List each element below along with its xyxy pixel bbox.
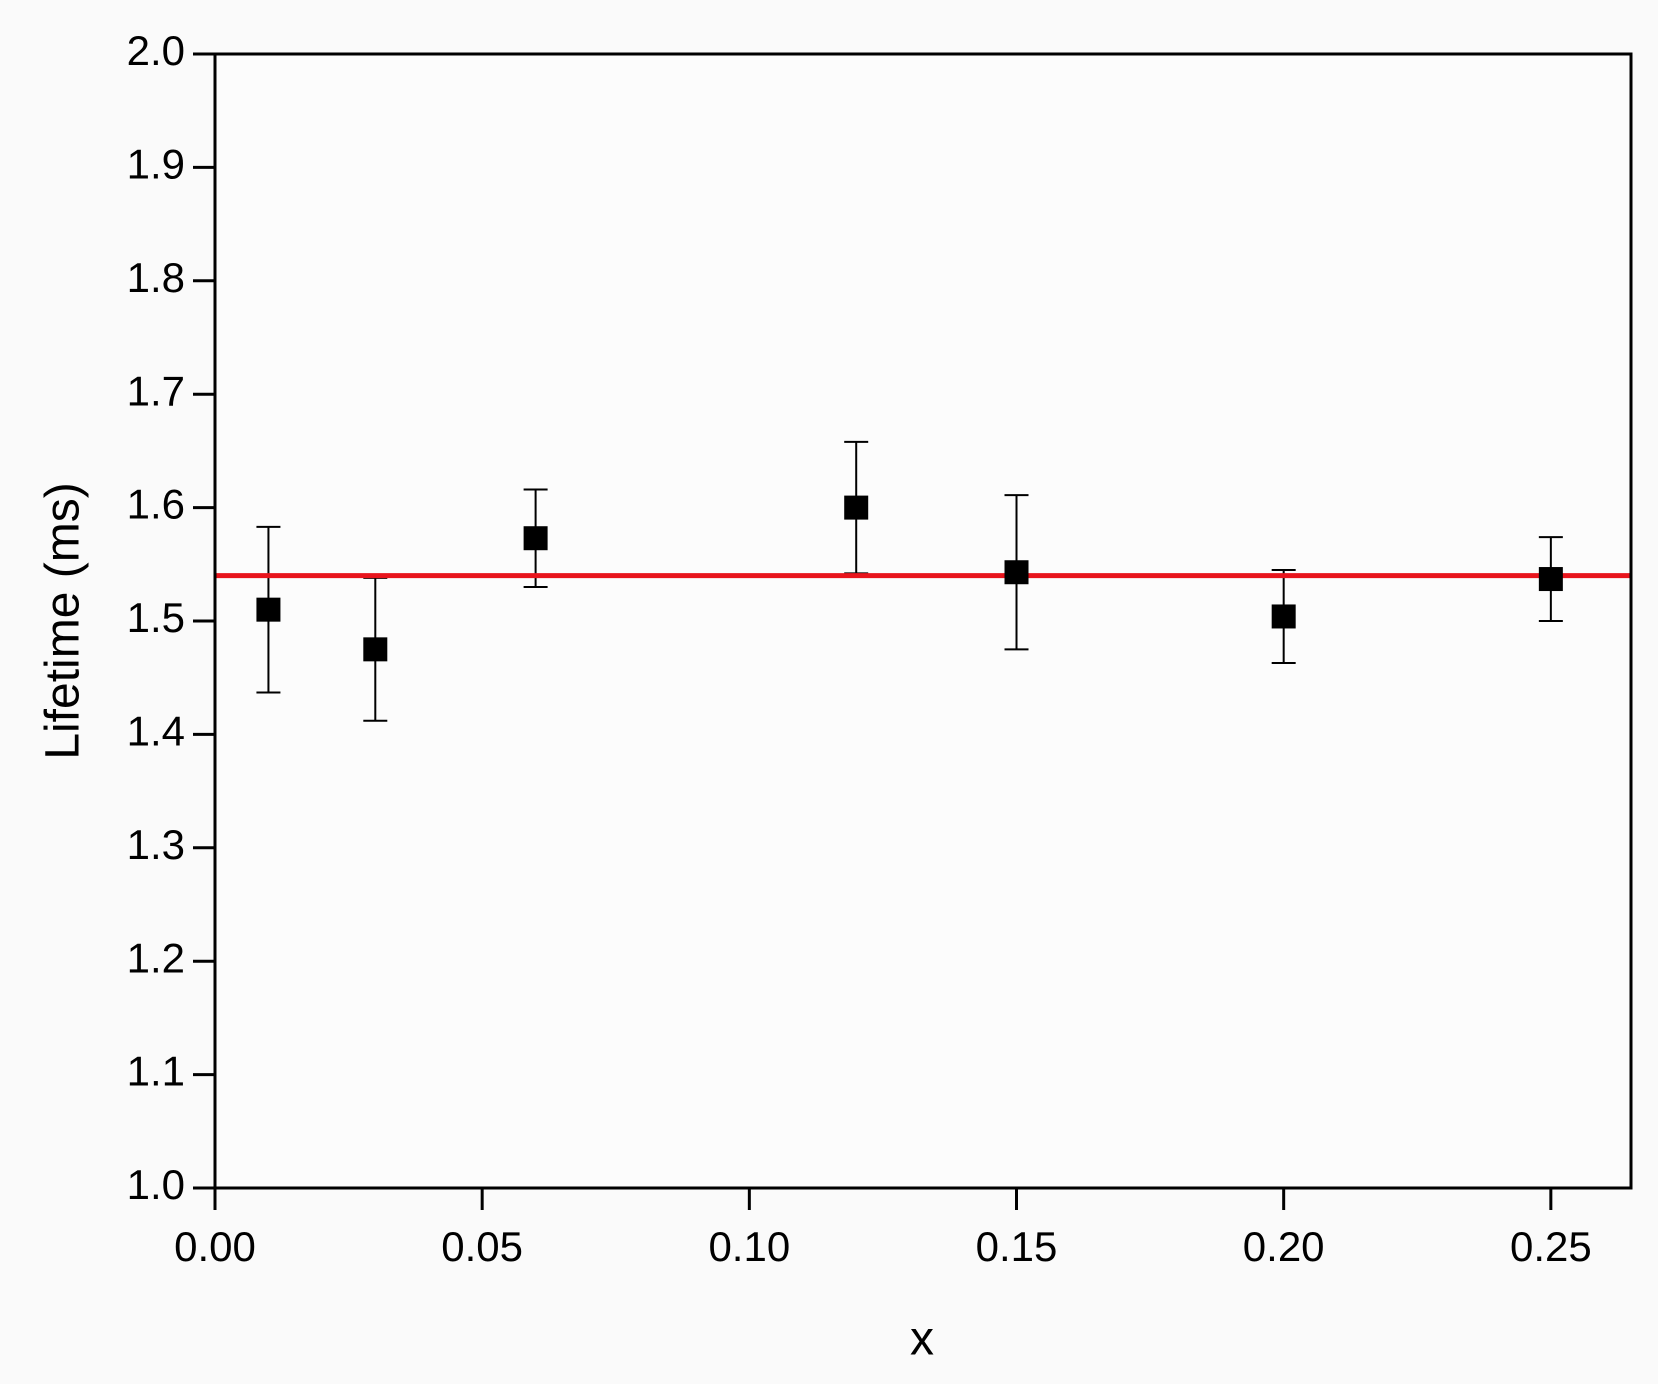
y-tick-label: 2.0 [127,27,185,74]
x-tick-label: 0.20 [1243,1223,1325,1270]
y-tick-label: 1.8 [127,254,185,301]
y-axis-title: Lifetime (ms) [37,482,90,759]
y-tick-label: 1.7 [127,367,185,414]
x-tick-label: 0.00 [174,1223,256,1270]
x-tick-label: 0.15 [976,1223,1058,1270]
y-tick-label: 1.0 [127,1161,185,1208]
y-tick-label: 1.3 [127,821,185,868]
x-tick-label: 0.10 [708,1223,790,1270]
y-tick-label: 1.4 [127,707,185,754]
y-tick-label: 1.2 [127,934,185,981]
data-point [1538,567,1563,592]
data-point [363,637,388,662]
axis-frame [213,52,1633,1190]
y-tick-label: 1.1 [127,1048,185,1095]
x-axis-title: x [910,1313,934,1366]
plot-area [215,54,1631,1188]
y-tick-label: 1.6 [127,481,185,528]
y-tick-label: 1.5 [127,594,185,641]
data-point [523,526,548,551]
x-tick-label: 0.25 [1510,1223,1592,1270]
data-point [844,495,869,520]
y-tick-label: 1.9 [127,140,185,187]
data-point [1004,560,1029,585]
data-point [256,597,281,622]
x-tick-label: 0.05 [441,1223,523,1270]
data-point [1271,604,1296,629]
